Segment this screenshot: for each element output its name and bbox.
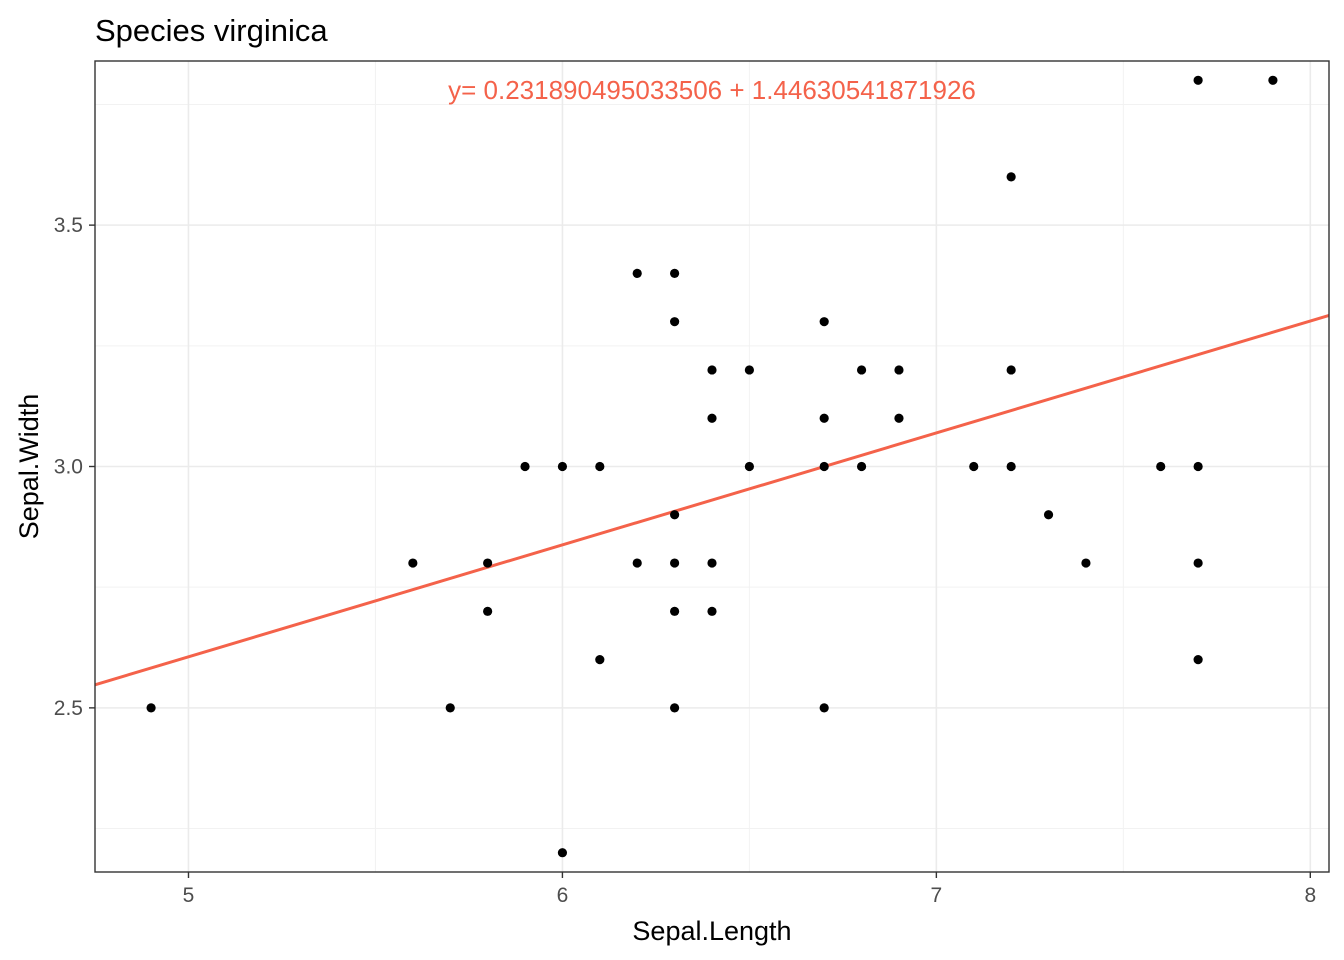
x-tick-label: 7 (931, 884, 943, 907)
data-point (670, 317, 680, 327)
regression-line-layer (94, 313, 1330, 687)
y-axis-title: Sepal.Width (14, 394, 44, 540)
data-point (670, 606, 680, 616)
x-axis: 5 6 7 8 (183, 872, 1316, 907)
y-axis: 2.5 3.0 3.5 (54, 214, 95, 720)
data-point (1193, 75, 1203, 85)
data-point (595, 461, 605, 472)
data-point (483, 606, 493, 616)
data-point (1193, 654, 1203, 665)
data-point (744, 365, 754, 375)
data-point (670, 703, 680, 713)
data-point (819, 461, 829, 472)
x-tick-label: 6 (557, 884, 569, 907)
data-point (1006, 172, 1016, 182)
data-point (744, 461, 754, 472)
data-point (483, 558, 493, 568)
data-point (445, 703, 455, 713)
data-point (632, 268, 642, 279)
y-tick-label: 3.5 (54, 214, 83, 237)
data-point (595, 654, 605, 665)
data-point (557, 848, 568, 858)
data-point (707, 365, 717, 375)
data-point (1268, 75, 1278, 85)
data-point (707, 413, 717, 423)
regression-equation-label: y= 0.231890495033506 + 1.44630541871926 (448, 75, 976, 105)
data-point (819, 317, 829, 327)
x-tick-label: 5 (183, 884, 195, 907)
regression-line (94, 313, 1330, 687)
data-point (894, 365, 904, 375)
data-point (707, 606, 717, 616)
data-point (856, 461, 867, 472)
data-point (1193, 461, 1203, 472)
data-point (707, 558, 717, 568)
data-point (1006, 365, 1016, 375)
y-tick-label: 3.0 (54, 456, 83, 479)
data-point (1081, 558, 1091, 568)
data-point (557, 461, 568, 472)
data-point (1043, 510, 1054, 520)
data-point (969, 461, 979, 472)
data-point (819, 413, 829, 423)
data-point (894, 413, 904, 423)
x-tick-label: 8 (1304, 884, 1316, 907)
data-point (670, 268, 680, 279)
data-point (632, 558, 642, 568)
chart-title: Species virginica (95, 13, 328, 48)
data-point (408, 558, 418, 568)
data-point (520, 461, 530, 472)
data-point (819, 703, 829, 713)
x-axis-title: Sepal.Length (632, 916, 791, 946)
data-point (1156, 461, 1166, 472)
data-points (146, 75, 1278, 858)
data-point (1006, 461, 1016, 472)
data-point (146, 703, 156, 713)
data-point (1193, 558, 1203, 568)
y-tick-label: 2.5 (54, 697, 83, 720)
data-point (670, 558, 680, 568)
data-point (670, 510, 680, 520)
data-point (856, 365, 867, 375)
grid (95, 61, 1329, 872)
